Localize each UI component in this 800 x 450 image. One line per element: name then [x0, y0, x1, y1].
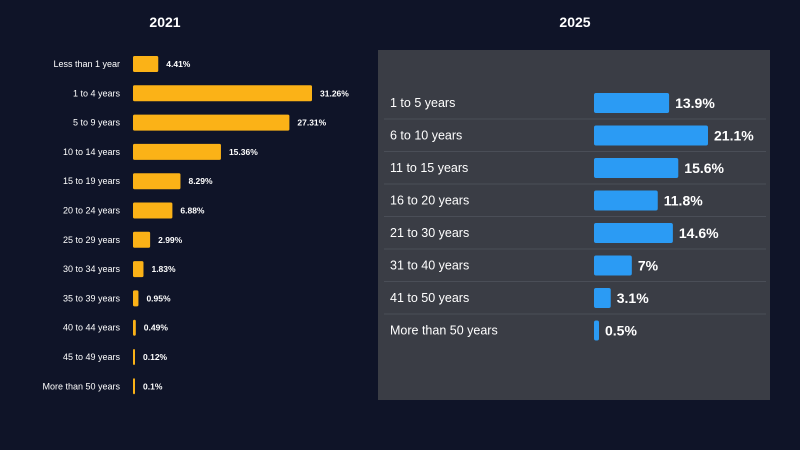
- category-label-2021: 40 to 44 years: [63, 323, 121, 333]
- value-label-2021: 6.88%: [180, 206, 205, 216]
- value-label-2025: 13.9%: [675, 95, 715, 111]
- chart-2021-title: 2021: [149, 14, 181, 30]
- category-label-2025: 21 to 30 years: [390, 226, 469, 240]
- value-label-2025: 14.6%: [679, 225, 719, 241]
- value-label-2025: 11.8%: [664, 193, 703, 209]
- chart-2025-panel: [378, 50, 770, 400]
- category-label-2021: 5 to 9 years: [73, 118, 121, 128]
- category-label-2021: More than 50 years: [42, 381, 120, 391]
- bar-2021: [133, 231, 151, 248]
- bar-2021: [133, 173, 181, 190]
- bar-2021: [133, 378, 135, 395]
- value-label-2021: 8.29%: [188, 176, 213, 186]
- category-label-2025: 6 to 10 years: [390, 129, 462, 143]
- category-label-2021: Less than 1 year: [53, 59, 120, 69]
- bar-2021: [133, 56, 159, 72]
- value-label-2021: 1.83%: [151, 264, 176, 274]
- category-label-2021: 1 to 4 years: [73, 88, 121, 98]
- category-label-2021: 35 to 39 years: [63, 293, 121, 303]
- value-label-2025: 0.5%: [605, 323, 637, 339]
- category-label-2025: More than 50 years: [390, 324, 498, 338]
- value-label-2025: 21.1%: [714, 128, 754, 144]
- category-label-2021: 45 to 49 years: [63, 352, 121, 362]
- value-label-2021: 0.12%: [143, 352, 168, 362]
- chart-2025-title: 2025: [559, 14, 591, 30]
- bar-2021: [133, 85, 312, 102]
- bar-2025: [594, 320, 599, 341]
- bar-2025: [594, 190, 658, 211]
- value-label-2025: 7%: [638, 258, 659, 274]
- bar-2021: [133, 349, 135, 365]
- category-label-2025: 11 to 15 years: [390, 161, 468, 175]
- bar-2021: [133, 114, 290, 131]
- bar-2025: [594, 125, 708, 146]
- bar-2021: [133, 261, 144, 278]
- bar-2025: [594, 158, 679, 178]
- category-label-2025: 31 to 40 years: [390, 259, 469, 273]
- chart-2021: Less than 1 year 4.41% 1 to 4 years 31.26% 5…: [42, 56, 349, 395]
- category-label-2021: 10 to 14 years: [63, 147, 121, 157]
- category-label-2025: 41 to 50 years: [390, 291, 469, 305]
- category-label-2021: 20 to 24 years: [63, 206, 121, 216]
- bar-2025: [594, 288, 611, 308]
- category-label-2025: 1 to 5 years: [390, 96, 455, 110]
- category-label-2021: 25 to 29 years: [63, 235, 121, 245]
- value-label-2021: 27.31%: [297, 118, 326, 128]
- value-label-2021: 15.36%: [229, 147, 258, 157]
- bar-2021: [133, 202, 173, 219]
- value-label-2021: 0.1%: [143, 381, 163, 391]
- bar-2021: [133, 290, 139, 307]
- category-label-2021: 15 to 19 years: [63, 176, 121, 186]
- value-label-2021: 31.26%: [320, 88, 349, 98]
- bar-2021: [133, 319, 136, 336]
- value-label-2021: 0.49%: [144, 323, 169, 333]
- bar-2025: [594, 255, 632, 276]
- bar-2025: [594, 93, 670, 113]
- value-label-2021: 0.95%: [146, 293, 171, 303]
- value-label-2021: 4.41%: [166, 59, 191, 69]
- bar-2025: [594, 223, 673, 243]
- value-label-2021: 2.99%: [158, 235, 183, 245]
- category-label-2025: 16 to 20 years: [390, 194, 469, 208]
- category-label-2021: 30 to 34 years: [63, 264, 121, 274]
- value-label-2025: 3.1%: [617, 290, 649, 306]
- bar-2021: [133, 143, 221, 160]
- value-label-2025: 15.6%: [684, 160, 724, 176]
